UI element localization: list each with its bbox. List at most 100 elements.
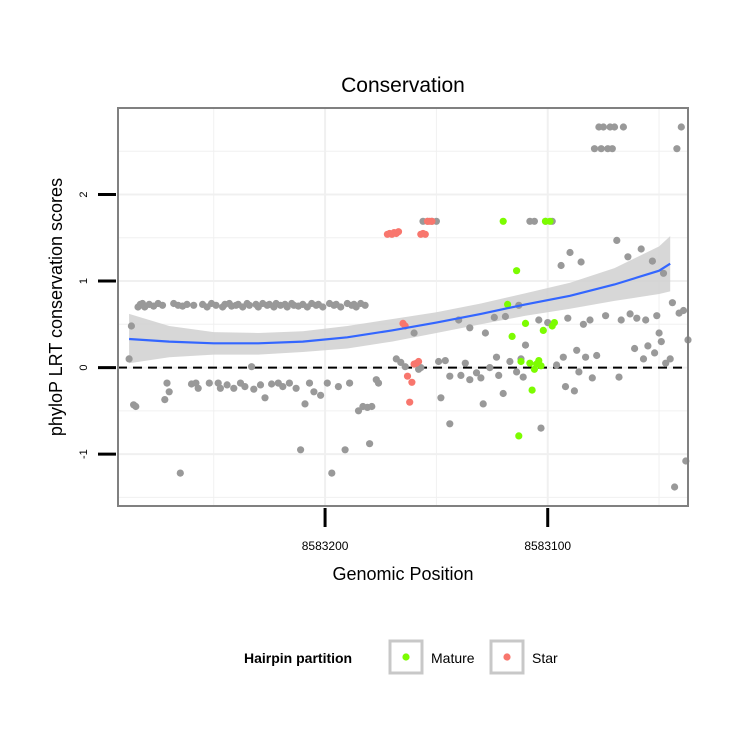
point-other — [535, 316, 543, 324]
point-other — [323, 379, 331, 387]
point-other — [564, 314, 572, 322]
point-other — [334, 383, 342, 391]
point-star — [394, 228, 403, 236]
point-other — [361, 301, 369, 309]
point-other — [668, 299, 677, 307]
point-other — [435, 357, 443, 366]
point-star — [415, 357, 423, 366]
legend-label-mature: Mature — [431, 650, 475, 666]
point-other — [530, 217, 539, 225]
point-mature — [504, 300, 512, 308]
point-star — [408, 378, 416, 386]
point-other — [633, 314, 641, 322]
point-other — [305, 379, 314, 387]
point-other — [346, 379, 354, 387]
point-other — [127, 322, 135, 330]
point-other — [466, 376, 474, 384]
point-other — [513, 368, 521, 376]
point-other — [457, 371, 465, 379]
point-other — [354, 407, 363, 415]
point-other — [161, 396, 169, 404]
point-other — [617, 316, 625, 324]
point-other — [521, 341, 530, 349]
point-other — [677, 123, 685, 131]
smooth-confidence-band — [129, 236, 671, 364]
point-mature — [528, 386, 536, 394]
point-other — [490, 313, 498, 321]
confidence-band-layer — [129, 236, 671, 364]
point-other — [597, 145, 605, 153]
point-star — [421, 230, 429, 238]
point-other — [245, 301, 253, 309]
point-other — [559, 353, 567, 361]
point-other — [492, 353, 501, 361]
point-other — [637, 245, 645, 253]
point-other — [588, 374, 596, 382]
plot-panel-border — [117, 107, 689, 507]
point-other — [446, 372, 454, 380]
point-other — [461, 359, 469, 367]
point-other — [216, 384, 224, 392]
smooth-line-layer — [129, 262, 671, 345]
point-other — [582, 353, 590, 361]
point-other — [662, 359, 670, 367]
point-other — [570, 387, 579, 395]
point-other — [624, 253, 632, 261]
point-other — [410, 329, 418, 337]
point-other — [319, 303, 327, 311]
legend-entry-mature: Mature — [388, 639, 475, 675]
point-other — [639, 355, 648, 363]
point-other — [566, 248, 574, 257]
point-other — [194, 384, 202, 392]
point-other — [479, 400, 487, 408]
point-other — [679, 306, 688, 315]
legend-title: Hairpin partition — [244, 650, 352, 666]
point-other — [481, 329, 489, 337]
point-other — [205, 379, 213, 387]
point-other — [590, 145, 599, 153]
point-other — [223, 381, 231, 389]
point-mature — [515, 432, 523, 440]
point-other — [610, 123, 619, 131]
point-mature — [521, 319, 530, 327]
point-other — [125, 355, 133, 363]
point-star — [406, 398, 414, 406]
point-other — [577, 258, 585, 266]
point-other — [268, 380, 276, 388]
point-other — [501, 312, 509, 321]
point-other — [190, 301, 198, 309]
legend-label-star: Star — [532, 650, 558, 666]
point-other — [317, 391, 325, 399]
point-other — [499, 389, 507, 398]
point-other — [279, 383, 287, 391]
legend-key-mature — [388, 639, 424, 675]
y-tick-label: 2 — [78, 191, 90, 197]
y-tick-label: -1 — [78, 449, 90, 459]
point-mature — [526, 359, 534, 367]
point-other — [619, 123, 628, 131]
point-other — [579, 320, 588, 328]
chart-title: Conservation — [341, 74, 465, 97]
point-other — [561, 383, 570, 391]
data-points-layer — [125, 123, 692, 491]
point-other — [401, 363, 409, 371]
point-mature — [539, 326, 547, 334]
point-other — [446, 420, 454, 428]
point-other — [648, 257, 657, 265]
point-other — [241, 383, 249, 391]
point-other — [573, 346, 581, 354]
point-other — [553, 361, 561, 369]
point-other — [417, 364, 425, 372]
y-tick-label: 1 — [78, 278, 90, 284]
legend-swatch-mature — [402, 653, 410, 661]
point-other — [441, 357, 449, 365]
point-other — [655, 329, 663, 337]
point-other — [653, 312, 661, 320]
point-other — [437, 394, 445, 402]
point-other — [586, 316, 594, 324]
point-other — [374, 379, 383, 387]
point-other — [602, 312, 610, 320]
y-axis: -1 0 1 2 — [78, 191, 116, 459]
point-other — [158, 301, 167, 309]
point-other — [495, 371, 503, 379]
